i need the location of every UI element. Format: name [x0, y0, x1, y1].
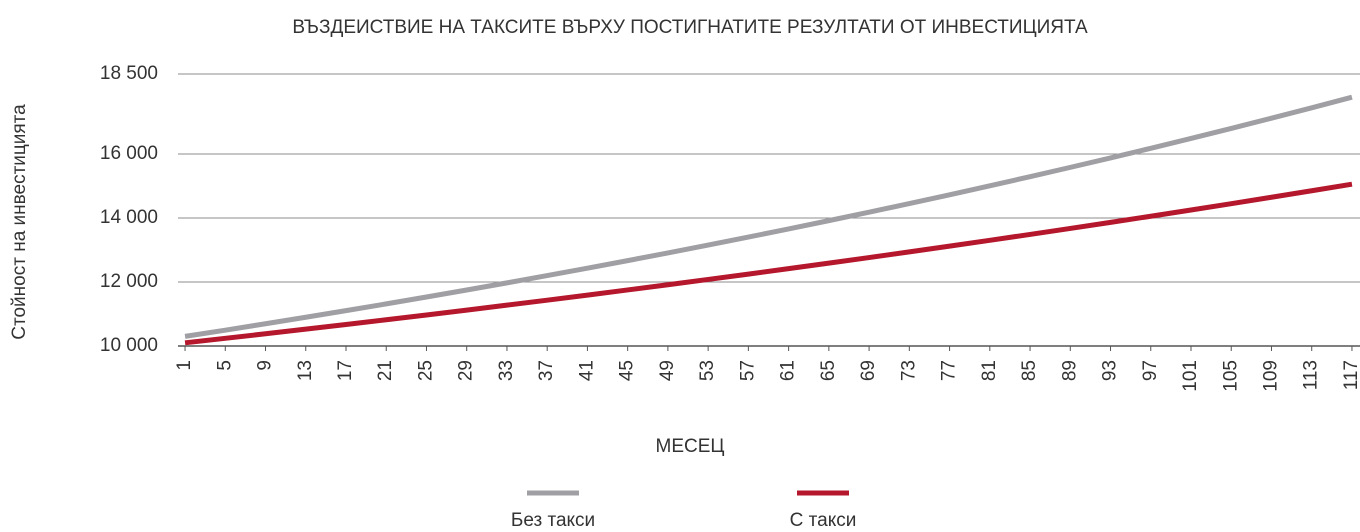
- y-tick-label: 18 500: [100, 63, 158, 84]
- x-tick-label: 101: [1180, 360, 1201, 392]
- x-tick-label: 13: [295, 360, 316, 381]
- x-tick-label: 21: [375, 360, 396, 381]
- x-tick-label: 89: [1059, 360, 1080, 381]
- x-tick-label: 33: [496, 360, 517, 381]
- x-tick-label: 93: [1100, 360, 1121, 381]
- line: [184, 181, 1353, 346]
- x-tick-label: 61: [778, 360, 799, 381]
- x-tick-label: 57: [737, 360, 758, 381]
- x-tick-label: 25: [415, 360, 436, 381]
- x-tick-label: 53: [697, 360, 718, 381]
- x-tick-label: 109: [1260, 360, 1281, 392]
- x-tick-label: 37: [536, 360, 557, 381]
- chart-title: ВЪЗДЕИСТВИЕ НА ТАКСИТЕ ВЪРХУ ПОСТИГНАТИТ…: [292, 17, 1088, 38]
- x-tick-label: 85: [1019, 360, 1040, 381]
- x-tick-label: 117: [1341, 360, 1360, 390]
- legend-label: Без такси: [511, 510, 595, 531]
- y-tick-label: 10 000: [100, 335, 158, 356]
- x-tick-label: 49: [657, 360, 678, 381]
- legend-label: С такси: [790, 510, 857, 531]
- x-tick-label: 1: [174, 360, 195, 371]
- y-tick-label: 16 000: [100, 143, 158, 164]
- x-tick-label: 5: [214, 360, 235, 371]
- x-tick-label: 73: [898, 360, 919, 381]
- line: [184, 94, 1353, 339]
- x-tick-label: 65: [818, 360, 839, 381]
- x-tick-label: 97: [1140, 360, 1161, 381]
- x-tick-label: 113: [1301, 360, 1322, 390]
- x-tick-label: 105: [1220, 360, 1241, 392]
- x-tick-label: 29: [456, 360, 477, 381]
- y-tick-label: 12 000: [100, 271, 158, 292]
- y-tick-label: 14 000: [100, 207, 158, 228]
- x-tick-label: 81: [979, 360, 1000, 381]
- x-axis-title: МЕСЕЦ: [656, 436, 725, 457]
- x-tick-label: 77: [939, 360, 960, 381]
- x-tick-label: 9: [255, 360, 276, 371]
- y-axis-title: Стойност на инвестицията: [9, 104, 30, 340]
- x-tick-label: 41: [576, 360, 597, 381]
- x-tick-label: 45: [617, 360, 638, 381]
- x-tick-label: 69: [858, 360, 879, 381]
- x-tick-label: 17: [335, 360, 356, 381]
